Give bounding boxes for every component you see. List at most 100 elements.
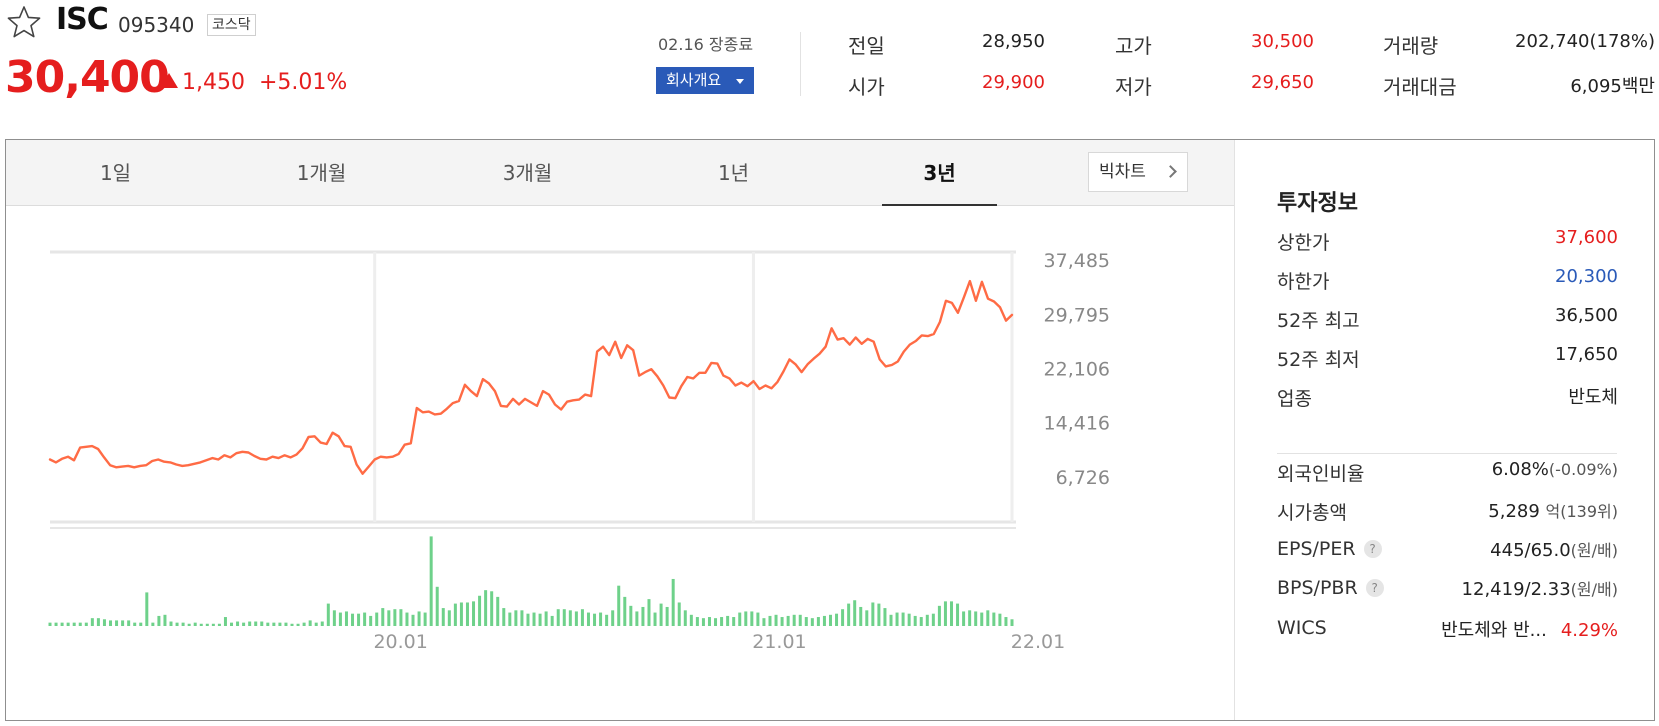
trade-value-amount: 6,095 (1570, 76, 1622, 97)
bigchart-button[interactable]: 빅차트 (1088, 152, 1188, 192)
price-line (48, 279, 1014, 475)
volume-bar (459, 602, 463, 626)
tab-1m[interactable]: 1개월 (296, 161, 347, 185)
volume-bar (223, 617, 227, 626)
lower-limit-value: 20,300 (1555, 266, 1618, 287)
volume-bar (357, 613, 361, 626)
volume-bar (393, 609, 397, 626)
volume-bar (695, 617, 699, 626)
volume-bar (683, 610, 687, 626)
volume-bar (949, 601, 953, 626)
stock-code: 095340 (118, 13, 195, 37)
x-tick-label: 20.01 (373, 631, 427, 653)
tab-3m[interactable]: 3개월 (502, 161, 553, 185)
volume-bar (236, 621, 240, 626)
volume-bar (895, 612, 899, 626)
volume-bar (1010, 619, 1014, 626)
volume-bar (1004, 617, 1008, 626)
bps-pbr-label: BPS/PBR? (1277, 577, 1384, 599)
volume-bar (562, 609, 566, 626)
volume-bar (369, 615, 373, 626)
help-icon[interactable]: ? (1363, 540, 1382, 558)
volume-bar (266, 622, 270, 626)
tab-3y[interactable]: 3년 (882, 140, 997, 206)
volume-bar (181, 622, 185, 626)
volume-bar (810, 618, 814, 626)
volume-bar (115, 620, 119, 626)
company-overview-button[interactable]: 회사개요 (656, 67, 754, 94)
tab-1d[interactable]: 1일 (99, 161, 132, 185)
chevron-right-icon (1164, 165, 1177, 178)
volume-bar (484, 590, 488, 626)
volume-bar (720, 617, 724, 626)
volume-bar (883, 608, 887, 626)
price-chart[interactable]: 37,485 29,795 22,106 14,416 6,726 20.01 21.01… (6, 206, 1234, 720)
x-tick-label: 21.01 (752, 631, 806, 653)
help-icon[interactable]: ? (1365, 579, 1384, 597)
volume-bar (344, 611, 348, 626)
volume-bar (647, 599, 651, 626)
foreign-ratio-change: (-0.09%) (1548, 460, 1618, 479)
volume-bar (593, 613, 597, 626)
volume-bar (617, 585, 621, 626)
volume-bar (865, 610, 869, 626)
wics-sector: 반도체와 반... (1441, 620, 1547, 641)
volume-bar (290, 623, 294, 626)
volume-bar (78, 622, 82, 626)
volume-bar (145, 592, 149, 626)
volume-bar (121, 620, 125, 626)
volume-bar (841, 609, 845, 626)
high-52w-label: 52주 최고 (1277, 310, 1360, 332)
y-tick-label: 29,795 (1044, 304, 1110, 326)
trade-value-unit: 백만 (1621, 76, 1655, 97)
volume-bar (798, 614, 802, 626)
volume-bar (580, 609, 584, 626)
volume-bar (986, 610, 990, 626)
volume-bar (828, 614, 832, 626)
volume-bar (54, 622, 58, 626)
volume-bar (738, 612, 742, 626)
low-value: 29,650 (1251, 72, 1314, 93)
volume-bar (677, 602, 681, 626)
bps-pbr-value: 12,419/2.33(원/배) (1462, 576, 1618, 600)
sector-value[interactable]: 반도체 (1568, 387, 1618, 408)
volume-bar (750, 611, 754, 626)
header-divider (800, 32, 801, 96)
volume-bar (889, 614, 893, 626)
volume-bar (90, 618, 94, 626)
volume-bar (919, 617, 923, 626)
volume-bar (635, 611, 639, 626)
star-icon[interactable] (6, 4, 42, 40)
volume-bar (847, 603, 851, 626)
volume-bar (60, 622, 64, 626)
volume-bar (744, 611, 748, 626)
volume-bar (707, 617, 711, 626)
volume-bar (701, 618, 705, 626)
upper-limit-value: 37,600 (1555, 227, 1618, 248)
volume-bar (254, 621, 258, 626)
volume-bar (550, 615, 554, 626)
info-divider (1277, 453, 1617, 454)
trade-value: 6,095백만 (1570, 72, 1655, 98)
volume-bar (326, 603, 330, 626)
volume-bar (169, 621, 173, 626)
volume-bar (205, 623, 209, 626)
volume-bar (478, 595, 482, 626)
bps-pbr-unit: (원/배) (1570, 580, 1618, 599)
volume-bar (659, 603, 663, 626)
volume-value: 202,740(178%) (1515, 31, 1655, 52)
low-label: 저가 (1115, 75, 1152, 99)
volume-bar (871, 602, 875, 626)
open-value: 29,900 (982, 72, 1045, 93)
volume-bar (72, 622, 76, 626)
y-tick-label: 6,726 (1056, 467, 1110, 489)
open-label: 시가 (848, 75, 885, 99)
tab-1y[interactable]: 1년 (717, 161, 750, 185)
volume-bar (387, 610, 391, 626)
wics-value[interactable]: 반도체와 반... 4.29% (1441, 616, 1618, 642)
volume-bar (490, 591, 494, 626)
volume-label: 거래량 (1383, 34, 1439, 58)
volume-bar (405, 612, 409, 626)
volume-bar (665, 606, 669, 626)
volume-bar (435, 586, 439, 626)
